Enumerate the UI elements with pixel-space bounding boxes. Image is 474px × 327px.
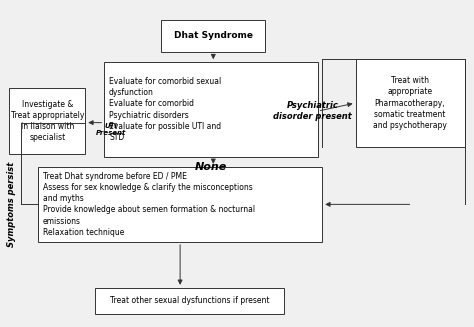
Text: UTI
Present: UTI Present	[96, 123, 127, 136]
FancyBboxPatch shape	[104, 62, 318, 157]
Text: Evaluate for comorbid sexual
dysfunction
Evaluate for comorbid
Psychiatric disor: Evaluate for comorbid sexual dysfunction…	[109, 77, 221, 142]
Text: Dhat Syndrome: Dhat Syndrome	[174, 31, 253, 41]
FancyBboxPatch shape	[161, 20, 265, 52]
FancyBboxPatch shape	[95, 288, 284, 314]
Text: Investigate &
Treat appropriately
in liaison with
specialist: Investigate & Treat appropriately in lia…	[11, 100, 84, 142]
Text: Treat with
appropriate
Pharmacotherapy,
somatic treatment
and psychotherapy: Treat with appropriate Pharmacotherapy, …	[373, 76, 447, 130]
FancyBboxPatch shape	[38, 167, 322, 242]
FancyBboxPatch shape	[9, 88, 85, 154]
Text: Symptoms persist: Symptoms persist	[8, 162, 16, 247]
Text: None: None	[195, 162, 227, 172]
Text: Psychiatric
disorder present: Psychiatric disorder present	[273, 101, 352, 121]
Text: Treat other sexual dysfunctions if present: Treat other sexual dysfunctions if prese…	[110, 296, 269, 305]
Text: Treat Dhat syndrome before ED / PME
Assess for sex knowledge & clarify the misco: Treat Dhat syndrome before ED / PME Asse…	[43, 172, 255, 237]
FancyBboxPatch shape	[356, 59, 465, 147]
